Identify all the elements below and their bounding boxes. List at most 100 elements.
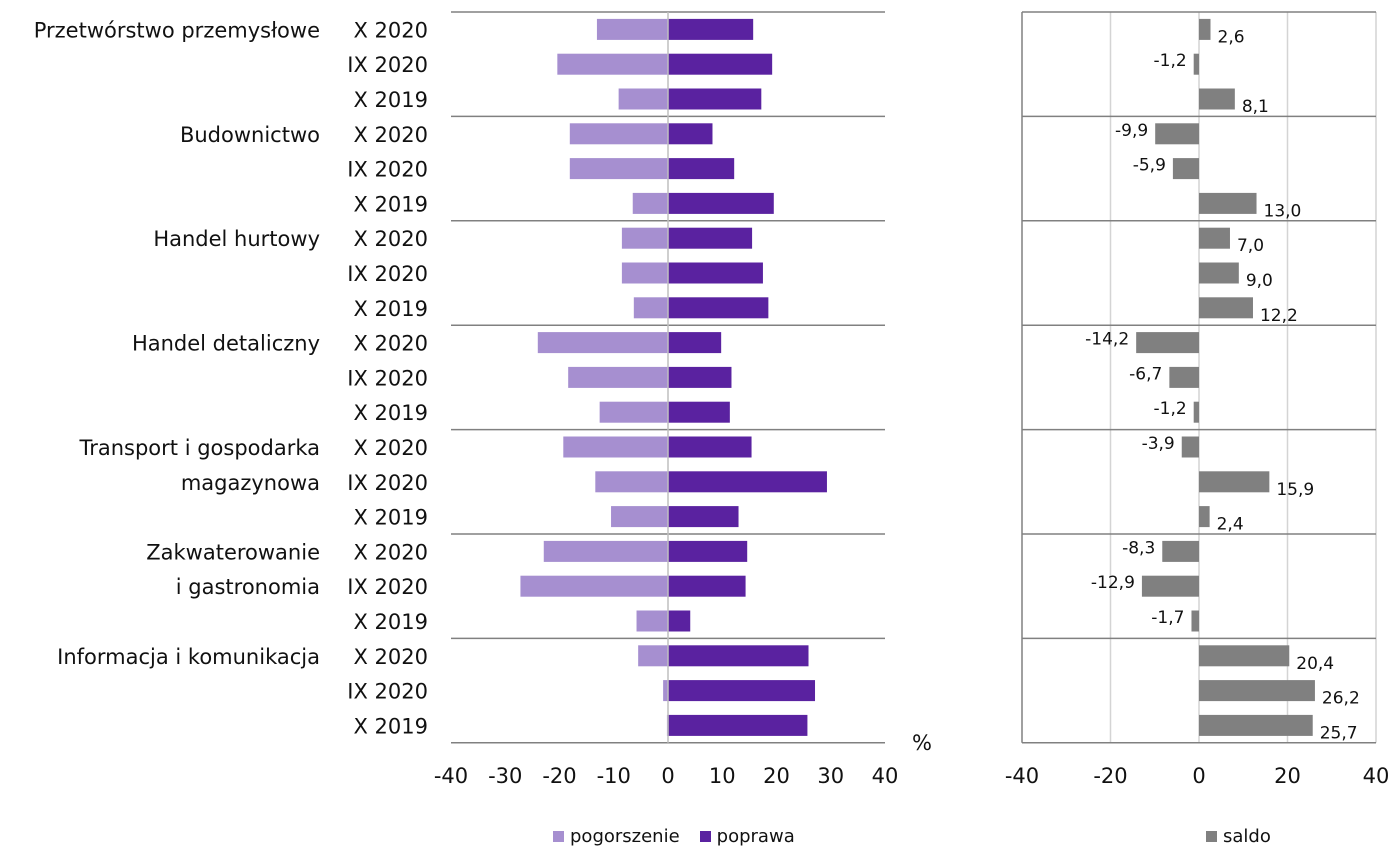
right-tick-label-3: 20: [1274, 764, 1301, 788]
bar-poprawa-14: [668, 506, 739, 528]
bar-poprawa-9: [668, 332, 722, 354]
period-label-17: X 2019: [353, 610, 428, 634]
sector-label-5-line-1: i gastronomia: [176, 575, 320, 599]
bar-poprawa-16: [668, 575, 746, 597]
bar-saldo-11: [1193, 401, 1199, 423]
bar-pogorszenie-10: [568, 366, 668, 388]
legend-label-pogorszenie: pogorszenie: [570, 826, 680, 847]
bar-saldo-9: [1136, 332, 1199, 354]
bar-saldo-7: [1199, 262, 1239, 284]
period-label-5: X 2019: [353, 192, 428, 216]
bar-pogorszenie-8: [633, 297, 668, 319]
bar-saldo-5: [1199, 192, 1257, 214]
bar-poprawa-20: [668, 714, 808, 736]
bar-pogorszenie-17: [636, 610, 668, 632]
bar-poprawa-2: [668, 88, 762, 110]
sector-label-5-line-0: Zakwaterowanie: [146, 540, 320, 564]
left-tick-label-6: 20: [763, 764, 790, 788]
period-label-9: X 2020: [353, 332, 428, 356]
bar-poprawa-12: [668, 436, 752, 458]
left-tick-label-7: 30: [817, 764, 844, 788]
period-label-18: X 2020: [353, 645, 428, 669]
period-label-4: IX 2020: [347, 158, 428, 182]
right-tick-label-4: 40: [1363, 764, 1390, 788]
period-label-16: IX 2020: [347, 575, 428, 599]
period-label-7: IX 2020: [347, 262, 428, 286]
bar-pogorszenie-0: [596, 18, 668, 40]
sector-label-6: Informacja i komunikacja: [57, 645, 320, 669]
bar-poprawa-1: [668, 53, 773, 75]
bar-poprawa-10: [668, 366, 732, 388]
legend-swatch-saldo: [1206, 831, 1217, 842]
sector-label-2: Handel hurtowy: [153, 227, 320, 251]
legend-swatch-poprawa: [699, 831, 711, 842]
left-tick-label-0: -40: [434, 764, 468, 788]
bar-pogorszenie-3: [569, 123, 668, 145]
bar-poprawa-4: [668, 158, 735, 180]
data-label-saldo-8: 12,2: [1260, 306, 1298, 326]
bar-pogorszenie-7: [621, 262, 668, 284]
legend-label-poprawa: poprawa: [716, 826, 795, 847]
left-tick-label-4: 0: [661, 764, 674, 788]
bar-poprawa-6: [668, 227, 753, 249]
bar-pogorszenie-2: [618, 88, 668, 110]
legend-left: pogorszenie poprawa: [553, 826, 795, 847]
legend-swatch-pogorszenie: [553, 831, 564, 842]
data-label-saldo-14: 2,4: [1217, 515, 1244, 535]
data-label-saldo-6: 7,0: [1237, 236, 1264, 256]
period-label-15: X 2020: [353, 540, 428, 564]
sector-label-4-line-0: Transport i gospodarka: [78, 436, 320, 460]
bar-saldo-17: [1191, 610, 1199, 632]
data-label-saldo-5: 13,0: [1264, 201, 1302, 221]
data-label-saldo-12: -3,9: [1142, 434, 1175, 454]
left-tick-label-5: 10: [709, 764, 736, 788]
bar-pogorszenie-13: [595, 471, 668, 493]
period-label-13: IX 2020: [347, 471, 428, 495]
period-label-6: X 2020: [353, 227, 428, 251]
bar-saldo-0: [1199, 18, 1211, 40]
left-tick-label-3: -10: [597, 764, 631, 788]
period-label-19: IX 2020: [347, 680, 428, 704]
right-tick-label-0: -40: [1005, 764, 1039, 788]
bar-pogorszenie-11: [599, 401, 668, 423]
period-label-11: X 2019: [353, 401, 428, 425]
legend-right: saldo: [1206, 826, 1271, 847]
sector-label-3: Handel detaliczny: [132, 332, 320, 356]
legend-label-saldo: saldo: [1223, 826, 1271, 847]
data-label-saldo-10: -6,7: [1129, 364, 1162, 384]
bar-pogorszenie-9: [537, 332, 668, 354]
bar-poprawa-18: [668, 645, 809, 667]
data-label-saldo-16: -12,9: [1091, 573, 1135, 593]
bar-pogorszenie-12: [563, 436, 668, 458]
bar-poprawa-11: [668, 401, 730, 423]
period-label-10: IX 2020: [347, 366, 428, 390]
period-label-1: IX 2020: [347, 53, 428, 77]
data-label-saldo-20: 25,7: [1320, 723, 1358, 743]
data-label-saldo-2: 8,1: [1242, 97, 1269, 117]
data-label-saldo-11: -1,2: [1154, 399, 1187, 419]
bar-pogorszenie-18: [638, 645, 668, 667]
bar-saldo-13: [1199, 471, 1270, 493]
bar-pogorszenie-16: [520, 575, 668, 597]
period-label-12: X 2020: [353, 436, 428, 460]
bar-poprawa-7: [668, 262, 763, 284]
bar-poprawa-17: [668, 610, 691, 632]
bar-saldo-4: [1172, 158, 1199, 180]
bar-pogorszenie-5: [632, 192, 668, 214]
bar-pogorszenie-6: [621, 227, 668, 249]
bar-saldo-3: [1155, 123, 1199, 145]
data-label-saldo-4: -5,9: [1133, 156, 1166, 176]
bar-poprawa-15: [668, 540, 748, 562]
period-label-14: X 2019: [353, 506, 428, 530]
bar-saldo-15: [1162, 540, 1199, 562]
period-label-20: X 2019: [353, 714, 428, 738]
left-tick-label-1: -30: [488, 764, 522, 788]
period-label-3: X 2020: [353, 123, 428, 147]
bar-poprawa-19: [668, 680, 816, 702]
data-label-saldo-9: -14,2: [1085, 330, 1129, 350]
bar-poprawa-13: [668, 471, 827, 493]
bar-saldo-14: [1199, 506, 1210, 528]
right-tick-label-1: -20: [1093, 764, 1127, 788]
bar-pogorszenie-4: [569, 158, 668, 180]
bar-saldo-12: [1181, 436, 1199, 458]
